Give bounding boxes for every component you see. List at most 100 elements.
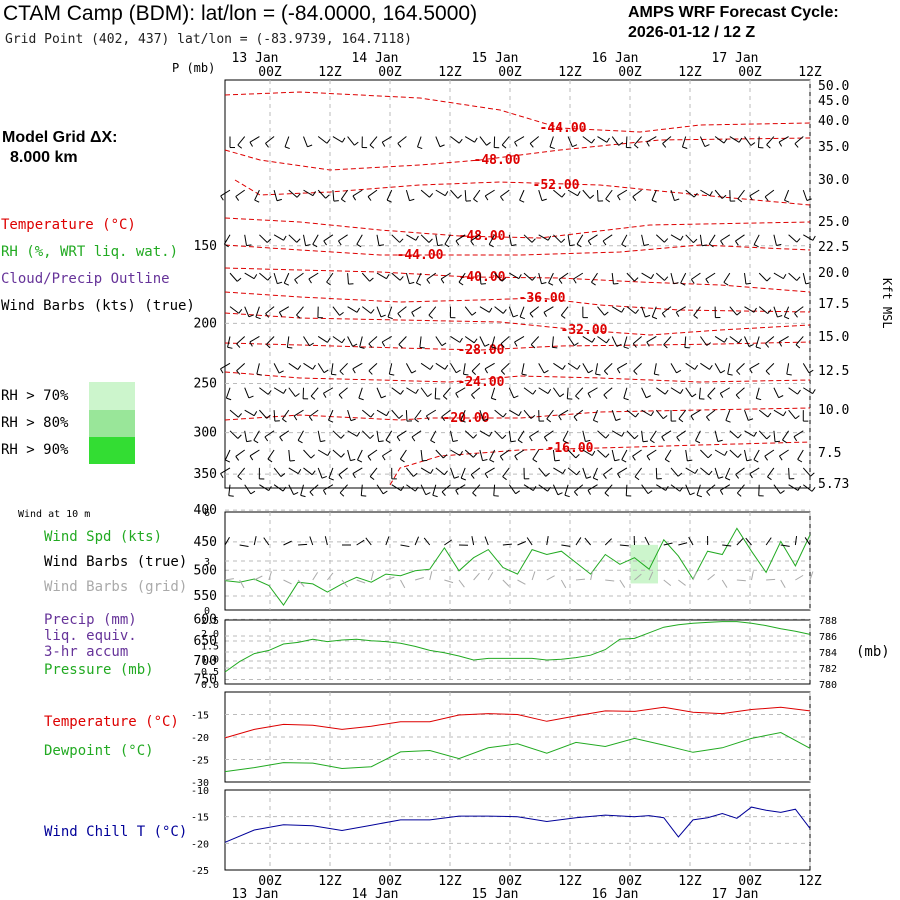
wind-barb-grid: [473, 572, 480, 581]
wind-barb-flag: [719, 490, 724, 495]
wind-barb-flag: [673, 282, 679, 285]
wind-barb-flag: [359, 346, 365, 349]
wind-barb-true: [804, 537, 811, 546]
wind-barb-true: [502, 543, 512, 546]
wind-barb: [288, 362, 299, 370]
wind-barb: [432, 484, 437, 496]
wind-barb: [611, 336, 618, 347]
temperature-contour: [224, 267, 811, 293]
wind-barb: [479, 136, 487, 146]
wind-barb: [259, 409, 268, 419]
wind-barb-flag: [766, 277, 771, 282]
wind-barb: [685, 449, 688, 461]
wind-barb: [779, 449, 789, 457]
wind-barb-flag: [341, 137, 346, 143]
wind-barb-flag: [282, 418, 287, 423]
wind-barb: [420, 189, 430, 198]
wind-barb-flag: [723, 138, 728, 144]
wind-barb: [523, 234, 533, 243]
wind-barb-grid: [283, 579, 292, 585]
top-time-label: 00Z: [258, 65, 282, 80]
wind-barb-true: [584, 537, 592, 546]
temperature-contour: [389, 441, 811, 486]
wind-barb: [479, 430, 490, 437]
wind-barb: [386, 189, 393, 201]
wind-barb: [582, 363, 589, 374]
wind-barb-flag: [322, 490, 327, 495]
wind-barb: [529, 306, 540, 314]
temperature-contour-label: -52.00: [533, 178, 580, 193]
wind-barb-flag: [661, 313, 666, 318]
wind-barb-flag: [511, 244, 517, 247]
wind-barb: [575, 387, 584, 397]
wind-barb-flag: [679, 486, 684, 492]
wind-barb-true: [780, 544, 790, 547]
wind-barb-flag: [411, 370, 417, 374]
wind-barb: [368, 336, 378, 345]
wind-barb: [500, 336, 510, 345]
wind-barb: [420, 467, 431, 474]
wind-barb: [685, 362, 696, 370]
wind-barb: [450, 136, 460, 144]
wind-barb: [588, 234, 598, 242]
wind-barb-flag: [545, 472, 550, 477]
wind-barb-flag: [676, 369, 682, 374]
wind-barb-flag: [720, 240, 724, 246]
wind-barb: [611, 430, 622, 437]
top-time-label: 12Z: [438, 65, 462, 80]
bottom-time-label: 12Z: [438, 874, 462, 889]
wind-barb: [729, 306, 738, 316]
wind-barb: [493, 484, 496, 496]
wind-barb: [797, 449, 804, 460]
legend-temperature-2: Temperature (°C): [44, 714, 179, 730]
wind-barb-flag: [532, 486, 537, 491]
wind-barb: [376, 387, 382, 399]
wind-barb: [676, 306, 686, 313]
wind-barb-flag: [426, 279, 431, 284]
wind-barb-grid: [312, 572, 319, 581]
wind-barb: [249, 136, 260, 143]
wind-barb-flag: [621, 244, 627, 248]
wind-barb: [753, 449, 760, 460]
wind-barb: [651, 189, 657, 201]
wind-barb-flag: [794, 312, 798, 318]
wind-barb-flag: [718, 476, 724, 479]
wind-barb-flag: [562, 440, 568, 444]
bottom-day-label: 13 Jan: [232, 887, 279, 900]
wind-barb-flag: [419, 346, 425, 349]
wind-barb-flag: [634, 476, 640, 481]
wind-barb-flag: [235, 456, 240, 461]
wind-barb-flag: [278, 312, 283, 317]
wind-barb-flag: [398, 414, 404, 419]
wind-barb-flag: [765, 370, 770, 375]
wind-barb-flag: [238, 413, 243, 418]
wind-barb-flag: [755, 346, 761, 349]
wind-barb-grid: [444, 579, 454, 584]
wind-barb-flag: [499, 455, 504, 461]
wind-barb-grid: [502, 579, 510, 587]
wind-barb-flag: [680, 282, 686, 286]
wind-barb-flag: [652, 316, 658, 320]
wind-barb-true: [298, 543, 308, 546]
wind-barb-flag: [725, 419, 731, 423]
wind-barb: [273, 410, 276, 422]
wind-barb-true: [423, 537, 431, 546]
wind-barb-flag: [267, 390, 272, 395]
wind-barb-flag: [482, 458, 488, 462]
wind-barb: [514, 336, 525, 343]
wind-barb: [435, 234, 439, 246]
wind-barb: [347, 306, 358, 313]
wind-barb: [406, 467, 414, 477]
wind-barb-flag: [632, 196, 637, 202]
wind-barb: [249, 449, 260, 457]
wind-barb: [700, 362, 710, 370]
wind-barb-flag: [293, 491, 299, 496]
pressure-tick-label-right: 786: [819, 632, 837, 643]
wind-barb: [508, 306, 514, 318]
forecast-cycle-line1: AMPS WRF Forecast Cycle:: [628, 4, 839, 21]
wind-barb: [553, 234, 562, 243]
wind-barb: [626, 409, 636, 418]
wind-barb-flag: [603, 370, 609, 375]
wind-barb: [617, 467, 628, 475]
wind-barb-flag: [706, 416, 710, 422]
